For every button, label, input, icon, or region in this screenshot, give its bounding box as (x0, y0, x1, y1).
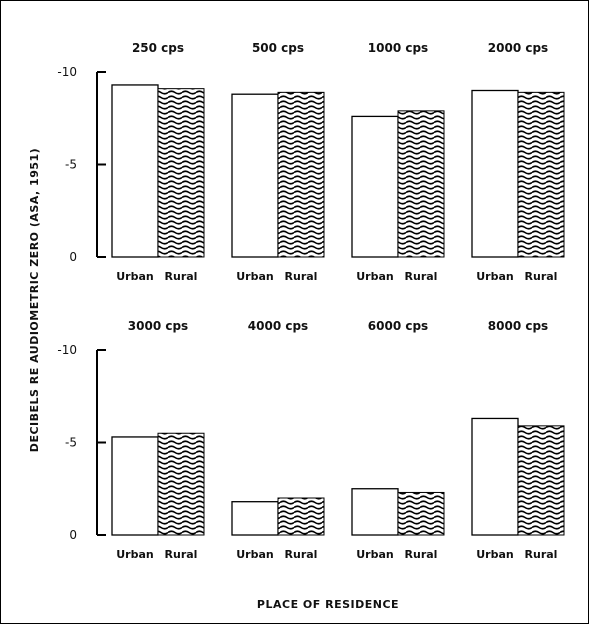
panels: 250 cps Urban Rural 500 cps Urban Rural 1000 c… (57, 41, 565, 561)
bar-urban (471, 89, 519, 258)
bar-urban (111, 436, 159, 536)
frequency-label: 3000 cps (128, 319, 188, 333)
frequency-label: 8000 cps (488, 319, 548, 333)
bar-rural (397, 491, 445, 536)
category-label: Rural (165, 548, 198, 561)
category-label: Rural (525, 548, 558, 561)
y-tick-label: 0 (69, 528, 77, 542)
category-label: Rural (405, 548, 438, 561)
y-tick-label: -10 (57, 343, 77, 357)
frequency-label: 250 cps (132, 41, 184, 55)
frequency-label: 500 cps (252, 41, 304, 55)
bar-urban (111, 84, 159, 258)
frequency-label: 2000 cps (488, 41, 548, 55)
y-tick-label: -10 (57, 65, 77, 79)
bar-rural (277, 91, 325, 258)
category-label: Rural (285, 548, 318, 561)
bar-urban (231, 501, 279, 536)
frequency-label: 6000 cps (368, 319, 428, 333)
y-tick-label: -5 (65, 436, 77, 450)
y-tick-label: -5 (65, 158, 77, 172)
bar-rural (517, 91, 565, 258)
frequency-label: 1000 cps (368, 41, 428, 55)
category-label: Urban (356, 548, 394, 561)
y-tick-label: 0 (69, 250, 77, 264)
bar-rural (157, 432, 205, 536)
category-label: Urban (236, 270, 274, 283)
bar-rural (277, 497, 325, 536)
bar-urban (471, 417, 519, 536)
category-label: Rural (165, 270, 198, 283)
category-label: Rural (285, 270, 318, 283)
bar-rural (157, 88, 205, 258)
frequency-label: 4000 cps (248, 319, 308, 333)
bar-urban (231, 93, 279, 258)
y-axis-title: DECIBELS RE AUDIOMETRIC ZERO (ASA, 1951) (28, 148, 41, 452)
bar-urban (351, 115, 399, 258)
category-label: Urban (116, 548, 154, 561)
bar-rural (397, 110, 445, 258)
bar-rural (517, 425, 565, 536)
bar-urban (351, 488, 399, 536)
category-label: Urban (356, 270, 394, 283)
category-label: Urban (116, 270, 154, 283)
category-label: Urban (476, 548, 514, 561)
category-label: Rural (405, 270, 438, 283)
category-label: Rural (525, 270, 558, 283)
category-label: Urban (476, 270, 514, 283)
category-label: Urban (236, 548, 274, 561)
x-axis-title: PLACE OF RESIDENCE (257, 598, 399, 611)
